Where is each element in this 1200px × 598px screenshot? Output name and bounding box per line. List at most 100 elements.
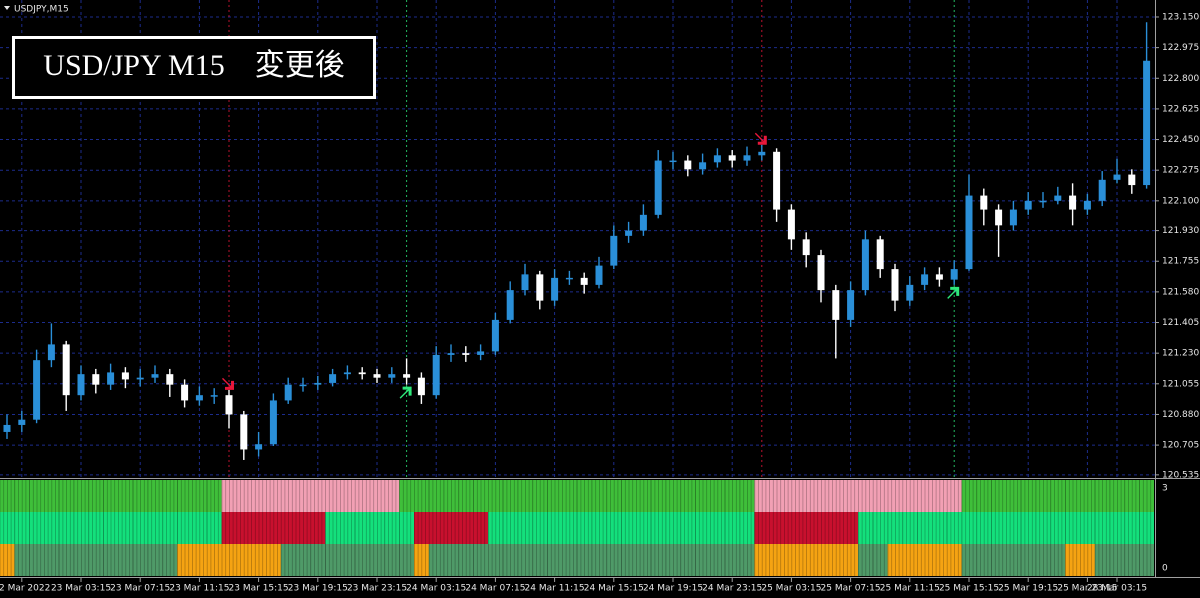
indicator-cell <box>606 512 622 544</box>
indicator-cell <box>384 544 400 576</box>
candle-body <box>92 374 100 385</box>
indicator-cell <box>739 480 755 512</box>
indicator-cell <box>991 512 1006 544</box>
y-tick-label: 122.450 <box>1162 135 1199 145</box>
candle-body <box>462 353 470 355</box>
indicator-cell <box>576 544 592 576</box>
candle-body <box>255 444 263 450</box>
indicator-cell <box>1109 480 1125 512</box>
symbol-marker <box>4 6 10 10</box>
x-tick-label: 25 Mar 11:15 <box>880 584 940 594</box>
candle-body <box>699 162 707 170</box>
candle-body <box>299 384 307 387</box>
indicator-cell <box>606 480 622 512</box>
indicator-cell <box>118 512 133 544</box>
indicator-cell <box>650 512 666 544</box>
indicator-cell <box>636 480 651 512</box>
indicator-cell <box>0 480 15 512</box>
x-tick-label: 24 Mar 19:15 <box>643 584 703 594</box>
title-box <box>12 36 376 99</box>
indicator-cell <box>872 512 888 544</box>
symbol-label: USDJPY,M15 <box>14 5 69 15</box>
indicator-cell <box>325 512 340 544</box>
indicator-cell <box>340 544 355 576</box>
y-tick-label: 120.535 <box>1162 470 1199 480</box>
candle-body <box>684 160 692 170</box>
candle-body <box>329 374 337 383</box>
candle-body <box>728 155 736 161</box>
candle-body <box>225 395 233 415</box>
candle-body <box>491 319 499 352</box>
indicator-cell <box>206 480 222 512</box>
y-tick-label: 121.580 <box>1162 287 1199 297</box>
signal-arrow <box>222 377 234 390</box>
candle-body <box>210 395 218 397</box>
indicator-cell <box>458 480 474 512</box>
indicator-cell <box>1109 512 1125 544</box>
candle-body <box>536 274 544 301</box>
candle-body <box>136 377 144 380</box>
candle-body <box>639 214 647 231</box>
indicator-cell <box>458 544 474 576</box>
indicator-cell <box>1065 480 1080 512</box>
candle-body <box>195 395 203 401</box>
candle-body <box>1113 174 1121 180</box>
indicator-cell <box>547 480 562 512</box>
indicator-cell <box>29 544 44 576</box>
indicator-alert <box>754 480 962 512</box>
indicator-cell <box>369 512 385 544</box>
indicator-cell <box>443 544 459 576</box>
chart-title: USD/JPY M15 変更後 <box>43 49 344 82</box>
indicator-cell <box>1006 544 1021 576</box>
indicator-cell <box>88 544 104 576</box>
x-tick-label: 24 Mar 07:15 <box>465 584 525 594</box>
indicator-cell <box>532 480 548 512</box>
candle-body <box>417 377 425 396</box>
indicator-cell <box>58 512 74 544</box>
candle-body <box>861 239 869 291</box>
indicator-cell <box>488 480 503 512</box>
indicator-cell <box>473 480 488 512</box>
candle-body <box>521 274 529 291</box>
candle-body <box>1039 200 1047 203</box>
signal-arrow <box>399 386 412 399</box>
indicator-cell <box>1006 512 1021 544</box>
indicator-cell <box>399 480 414 512</box>
indicator-cell <box>44 544 59 576</box>
indicator-alert <box>414 512 488 544</box>
indicator-cell <box>29 512 44 544</box>
x-tick-label: 25 Mar 07:15 <box>821 584 881 594</box>
x-tick-label: 23 Mar 03:15 <box>51 584 111 594</box>
candle-body <box>1069 195 1077 210</box>
indicator-cell <box>280 544 296 576</box>
candle-body <box>551 277 559 301</box>
indicator-cell <box>310 544 326 576</box>
indicator-cell <box>73 480 89 512</box>
indicator-cell <box>488 544 503 576</box>
y-tick-label: 122.275 <box>1162 166 1199 176</box>
indicator-cell <box>576 512 592 544</box>
indicator-cell <box>1035 512 1051 544</box>
indicator-cell <box>1124 480 1140 512</box>
indicator-cell <box>118 544 133 576</box>
y-tick-label: 122.975 <box>1162 43 1199 53</box>
candle-body <box>166 374 174 385</box>
candle-body <box>802 239 810 256</box>
indicator-cell <box>132 480 148 512</box>
indicator-cell <box>44 480 59 512</box>
indicator-cell <box>162 480 178 512</box>
candle-body <box>817 255 825 291</box>
candle-body <box>447 353 455 355</box>
indicator-cell <box>0 512 15 544</box>
x-tick-label: 23 Mar 15:15 <box>229 584 289 594</box>
indicator-cell <box>739 512 755 544</box>
indicator-cell <box>887 512 903 544</box>
indicator-alert <box>1065 544 1095 576</box>
indicator-cell <box>384 512 400 544</box>
x-tick-label: 25 Mar 19:15 <box>998 584 1058 594</box>
indicator-cell <box>650 544 666 576</box>
indicator-cell <box>710 544 725 576</box>
x-tick-label: 24 Mar 03:15 <box>406 584 466 594</box>
indicator-cell <box>858 544 873 576</box>
indicator-cell <box>547 544 562 576</box>
